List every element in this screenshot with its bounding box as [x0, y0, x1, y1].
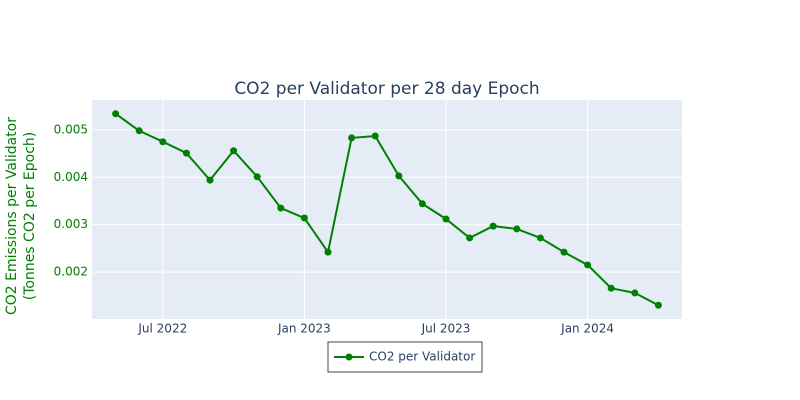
point — [466, 234, 474, 242]
series-line — [115, 112, 659, 307]
grid — [92, 100, 682, 319]
x-tick-label: Jul 2023 — [421, 322, 471, 336]
y-tick-label: 0.003 — [54, 217, 88, 231]
point — [135, 127, 143, 135]
point — [560, 248, 568, 256]
point — [395, 172, 403, 180]
point — [324, 248, 332, 256]
point — [584, 261, 592, 269]
point — [418, 200, 426, 208]
point — [230, 147, 238, 155]
point — [300, 214, 308, 222]
point — [442, 215, 450, 223]
point — [206, 176, 214, 184]
point — [513, 225, 521, 233]
point — [654, 301, 662, 309]
chart-title: CO2 per Validator per 28 day Epoch — [234, 79, 539, 99]
marks — [112, 110, 662, 309]
legend-marker — [345, 353, 353, 361]
point — [112, 110, 120, 118]
x-tick-label: Jan 2024 — [560, 322, 614, 336]
y-tick-label: 0.004 — [54, 170, 88, 184]
point — [348, 134, 356, 142]
point — [631, 289, 639, 297]
plot-area — [92, 100, 682, 319]
point — [159, 138, 167, 146]
y-tick-label: 0.002 — [54, 265, 88, 279]
point — [607, 284, 615, 292]
point — [536, 234, 544, 242]
y-axis-title: (Tonnes CO2 per Epoch) — [22, 132, 38, 301]
legend-label: CO2 per Validator — [369, 350, 475, 364]
point — [253, 173, 261, 181]
point — [182, 149, 190, 157]
point — [371, 132, 379, 140]
y-axis-title: CO2 Emissions per Validator — [4, 117, 20, 315]
x-tick-label: Jan 2023 — [277, 322, 331, 336]
point — [489, 222, 497, 230]
x-tick-label: Jul 2022 — [137, 322, 187, 336]
y-tick-label: 0.005 — [54, 122, 88, 136]
point — [277, 204, 285, 212]
